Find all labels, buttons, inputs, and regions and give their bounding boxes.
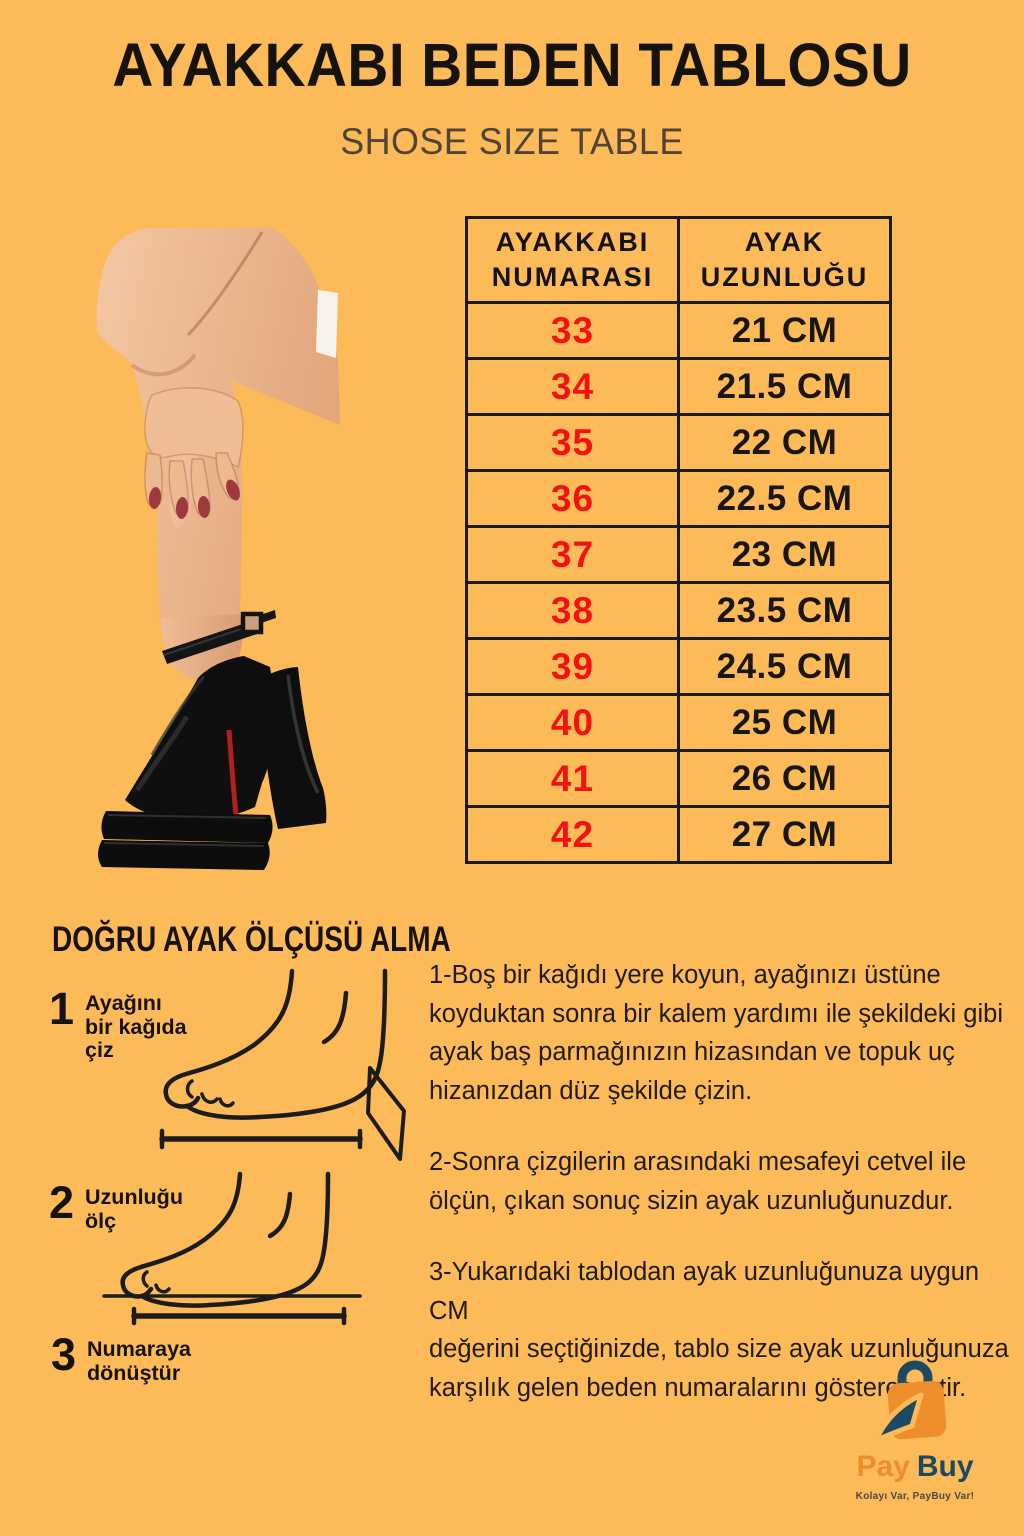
- length-cell: 27 CM: [677, 805, 892, 864]
- cursor-arrow-icon: [873, 1392, 924, 1443]
- paybuy-logo: Pay Buy Kolayı Var, PayBuy Var!: [845, 1352, 985, 1502]
- table-row: 34 21.5 CM: [465, 357, 892, 416]
- guide-step-3: 3 Numaraya dönüştür: [51, 1329, 192, 1385]
- table-row: 40 25 CM: [465, 693, 892, 752]
- table-row: 33 21 CM: [465, 301, 892, 360]
- table-row: 35 22 CM: [465, 413, 892, 472]
- instruction-paragraph-2: 2-Sonra çizgilerin arasındaki mesafeyi c…: [429, 1148, 967, 1215]
- shopping-bag-icon: [873, 1360, 947, 1443]
- step-label: Numaraya dönüştür: [87, 1337, 192, 1385]
- logo-word-buy: Buy: [916, 1450, 974, 1483]
- guide-heading: DOĞRU AYAK ÖLÇÜSÜ ALMA: [52, 920, 451, 959]
- size-cell: 39: [465, 637, 680, 696]
- size-cell: 34: [465, 357, 680, 416]
- clothing-patch: [316, 290, 338, 358]
- length-cell: 22 CM: [677, 413, 892, 472]
- step-number: 2: [49, 1177, 75, 1228]
- length-cell: 23.5 CM: [677, 581, 892, 640]
- red-nails: [148, 479, 240, 519]
- table-row: 41 26 CM: [465, 749, 892, 808]
- strap-buckle: [240, 611, 264, 635]
- step-number: 3: [51, 1329, 77, 1380]
- foot-outline-diagram-1: [159, 968, 406, 1161]
- model-leg-photo: [96, 228, 340, 870]
- size-cell: 33: [465, 301, 680, 360]
- size-cell: 41: [465, 749, 680, 808]
- instruction-paragraph-1: 1-Boş bir kağıdı yere koyun, ayağınızı ü…: [429, 961, 1003, 1105]
- size-cell: 37: [465, 525, 680, 584]
- length-cell: 26 CM: [677, 749, 892, 808]
- guide-step-2: 2 Uzunluğu ölç: [49, 1177, 183, 1233]
- logo-tagline: Kolayı Var, PayBuy Var!: [855, 1491, 975, 1502]
- table-row: 37 23 CM: [465, 525, 892, 584]
- table-row: 42 27 CM: [465, 805, 892, 864]
- length-cell: 21 CM: [677, 301, 892, 360]
- platform-sole: [101, 811, 273, 843]
- paper-sheet: [366, 1066, 406, 1161]
- size-cell: 38: [465, 581, 680, 640]
- length-cell: 21.5 CM: [677, 357, 892, 416]
- size-table-header-row: AYAKKABI NUMARASI AYAK UZUNLUĞU: [465, 216, 892, 304]
- red-sole-accent: [226, 729, 239, 816]
- logo-word-pay: Pay: [856, 1450, 910, 1483]
- table-row: 39 24.5 CM: [465, 637, 892, 696]
- logo-wordmark: Pay Buy: [845, 1450, 985, 1484]
- length-cell: 24.5 CM: [677, 637, 892, 696]
- guide-step-1: 1 Ayağını bir kağıda çiz: [49, 983, 187, 1063]
- table-row: 36 22.5 CM: [465, 469, 892, 528]
- size-cell: 36: [465, 469, 680, 528]
- instructions-block: 1-Boş bir kağıdı yere koyun, ayağınızı ü…: [429, 956, 1024, 1440]
- length-column-header: AYAK UZUNLUĞU: [677, 216, 892, 304]
- size-column-header: AYAKKABI NUMARASI: [465, 216, 680, 304]
- foot-outline-diagram-2: [102, 1171, 362, 1326]
- length-cell: 22.5 CM: [677, 469, 892, 528]
- length-cell: 25 CM: [677, 693, 892, 752]
- step-label: Ayağını bir kağıda çiz: [85, 991, 187, 1062]
- size-cell: 35: [465, 413, 680, 472]
- high-heel-shoe: [125, 656, 275, 821]
- page-title: AYAKKABI BEDEN TABLOSU: [112, 31, 912, 99]
- size-table: AYAKKABI NUMARASI AYAK UZUNLUĞU 33 21 CM …: [465, 216, 892, 864]
- length-cell: 23 CM: [677, 525, 892, 584]
- page-subtitle: SHOSE SIZE TABLE: [340, 121, 684, 162]
- table-row: 38 23.5 CM: [465, 581, 892, 640]
- step-label: Uzunluğu ölç: [85, 1185, 183, 1233]
- shoe-heel: [259, 667, 327, 829]
- step-number: 1: [49, 983, 75, 1034]
- size-cell: 42: [465, 805, 680, 864]
- hand: [144, 387, 244, 469]
- size-cell: 40: [465, 693, 680, 752]
